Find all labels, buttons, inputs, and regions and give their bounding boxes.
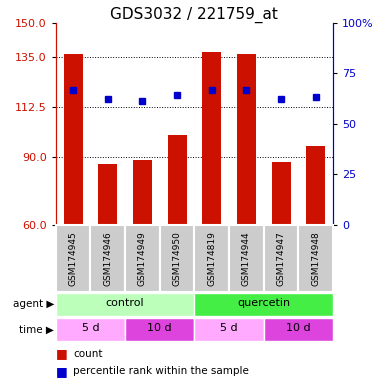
Text: GSM174949: GSM174949 bbox=[138, 231, 147, 286]
Bar bbox=[264, 318, 333, 341]
Bar bbox=[264, 225, 298, 292]
Text: 10 d: 10 d bbox=[286, 323, 311, 333]
Title: GDS3032 / 221759_at: GDS3032 / 221759_at bbox=[110, 7, 278, 23]
Bar bbox=[271, 162, 291, 225]
Text: agent ▶: agent ▶ bbox=[13, 299, 54, 310]
Text: ■: ■ bbox=[56, 365, 68, 378]
Bar bbox=[56, 225, 90, 292]
Text: percentile rank within the sample: percentile rank within the sample bbox=[73, 366, 249, 376]
Bar bbox=[56, 293, 194, 316]
Text: count: count bbox=[73, 349, 103, 359]
Bar bbox=[229, 225, 264, 292]
Bar bbox=[306, 146, 325, 225]
Bar bbox=[194, 225, 229, 292]
Bar bbox=[125, 318, 194, 341]
Bar bbox=[160, 225, 194, 292]
Bar bbox=[298, 225, 333, 292]
Text: quercetin: quercetin bbox=[237, 298, 290, 308]
Text: GSM174948: GSM174948 bbox=[311, 231, 320, 286]
Text: 5 d: 5 d bbox=[220, 323, 238, 333]
Text: GSM174819: GSM174819 bbox=[207, 231, 216, 286]
Text: 5 d: 5 d bbox=[82, 323, 99, 333]
Bar bbox=[194, 318, 264, 341]
Bar bbox=[202, 52, 221, 225]
Bar bbox=[98, 164, 117, 225]
Text: control: control bbox=[106, 298, 144, 308]
Bar bbox=[194, 293, 333, 316]
Text: GSM174945: GSM174945 bbox=[69, 231, 78, 286]
Text: GSM174946: GSM174946 bbox=[103, 231, 112, 286]
Text: ■: ■ bbox=[56, 347, 68, 360]
Text: GSM174950: GSM174950 bbox=[172, 231, 182, 286]
Text: GSM174947: GSM174947 bbox=[276, 231, 286, 286]
Text: 10 d: 10 d bbox=[147, 323, 172, 333]
Bar bbox=[64, 55, 83, 225]
Bar bbox=[167, 135, 187, 225]
Bar bbox=[237, 55, 256, 225]
Bar bbox=[90, 225, 125, 292]
Bar bbox=[133, 160, 152, 225]
Text: time ▶: time ▶ bbox=[19, 324, 54, 334]
Text: GSM174944: GSM174944 bbox=[242, 231, 251, 286]
Bar bbox=[56, 318, 125, 341]
Bar bbox=[125, 225, 160, 292]
